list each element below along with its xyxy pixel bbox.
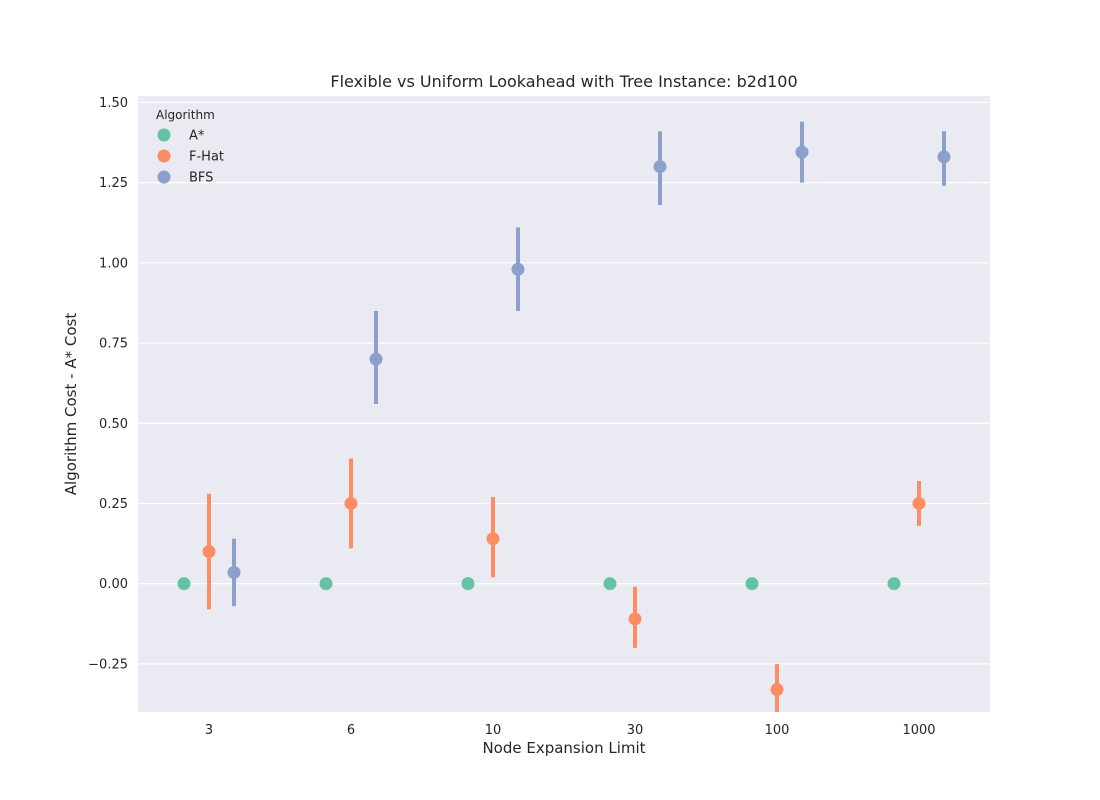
series-a- <box>177 577 901 591</box>
data-point <box>177 577 191 591</box>
data-point <box>202 545 216 559</box>
plot-area <box>138 96 990 712</box>
data-point <box>770 683 784 697</box>
data-point <box>887 577 901 591</box>
data-point <box>319 577 333 591</box>
series-f-hat <box>202 458 926 712</box>
y-tick-label: 1.25 <box>99 176 128 191</box>
data-point <box>745 577 759 591</box>
series-layer <box>177 121 951 712</box>
x-tick-label: 1000 <box>902 723 935 738</box>
y-ticks: −0.25 0.00 0.25 0.50 0.75 1.00 1.25 1.50 <box>88 96 128 672</box>
legend-label: A* <box>189 129 205 144</box>
y-tick-label: 1.50 <box>99 96 128 111</box>
data-point <box>603 577 617 591</box>
data-point <box>511 262 525 276</box>
legend-marker <box>157 128 171 142</box>
y-tick-label: 0.50 <box>99 417 128 432</box>
x-ticks: 3 6 10 30 100 1000 <box>205 723 936 738</box>
data-point <box>461 577 475 591</box>
x-axis-label: Node Expansion Limit <box>482 739 645 757</box>
data-point <box>937 150 951 164</box>
data-point <box>344 496 358 510</box>
legend-marker <box>157 170 171 184</box>
data-point <box>486 532 500 546</box>
data-point <box>227 565 241 579</box>
chart-title: Flexible vs Uniform Lookahead with Tree … <box>330 72 797 91</box>
data-point <box>653 160 667 174</box>
data-point <box>795 145 809 159</box>
x-tick-label: 6 <box>347 723 355 738</box>
x-tick-label: 30 <box>627 723 644 738</box>
legend-title: Algorithm <box>156 108 215 122</box>
x-tick-label: 10 <box>485 723 502 738</box>
y-tick-label: 0.00 <box>99 577 128 592</box>
y-tick-label: −0.25 <box>88 657 128 672</box>
x-tick-label: 3 <box>205 723 213 738</box>
y-tick-label: 1.00 <box>99 256 128 271</box>
x-tick-label: 100 <box>765 723 790 738</box>
data-point <box>369 352 383 366</box>
data-point <box>628 612 642 626</box>
y-tick-label: 0.25 <box>99 497 128 512</box>
legend-label: F-Hat <box>189 150 224 165</box>
legend-marker <box>157 149 171 163</box>
y-axis-label: Algorithm Cost - A* Cost <box>62 313 80 496</box>
legend: Algorithm A* F-Hat BFS <box>156 108 224 186</box>
data-point <box>912 496 926 510</box>
series-bfs <box>227 121 951 607</box>
grid <box>138 101 990 665</box>
legend-label: BFS <box>189 171 213 186</box>
y-tick-label: 0.75 <box>99 337 128 352</box>
